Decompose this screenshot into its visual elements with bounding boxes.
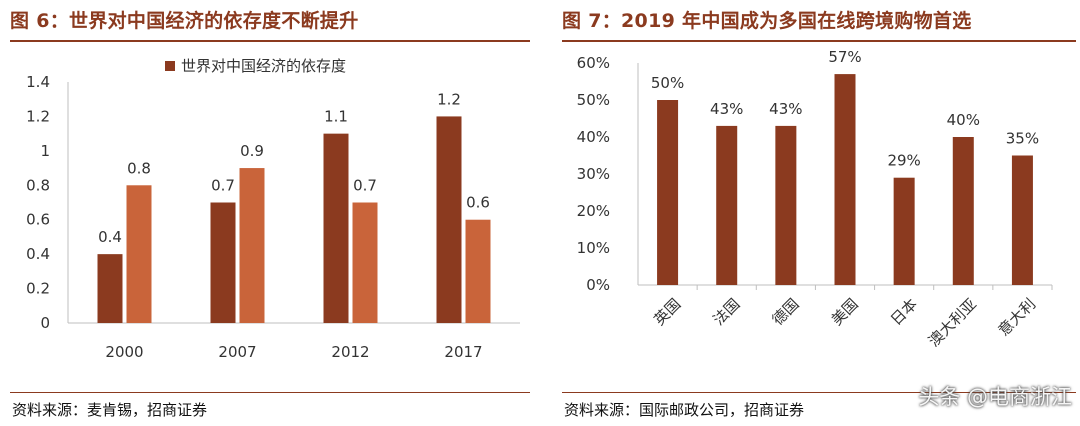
- online-shopping-chart: 0% 10% 20% 30% 40% 50% 60% 50% 英国 43% 法国 43% 德国 57% 美国…: [577, 48, 1053, 350]
- bar-value-label: 1.1: [324, 108, 348, 126]
- y-tick-label: 10%: [577, 239, 610, 257]
- bar-value-label: 50%: [651, 74, 684, 92]
- bar: [716, 125, 738, 286]
- bar-value-label: 29%: [887, 152, 920, 170]
- x-tick-label: 意大利: [995, 295, 1040, 340]
- y-tick-label: 0: [40, 314, 50, 332]
- bar: [893, 177, 915, 285]
- bar-value-label: 0.8: [127, 159, 151, 177]
- bar-value-label: 0.7: [211, 177, 235, 195]
- bar-dark: [323, 133, 349, 323]
- x-tick-label: 日本: [887, 295, 921, 329]
- bar-value-label: 57%: [828, 48, 861, 66]
- bar-value-label: 0.9: [240, 142, 264, 160]
- legend-swatch: [165, 61, 175, 71]
- y-tick-label: 50%: [577, 91, 610, 109]
- bar-light: [126, 185, 152, 323]
- bar-light: [352, 202, 378, 323]
- bar: [834, 74, 856, 285]
- y-tick-label: 30%: [577, 165, 610, 183]
- bar-value-label: 43%: [710, 100, 743, 118]
- bar: [775, 125, 797, 286]
- bar-dark: [97, 254, 123, 323]
- y-tick-label: 0.2: [26, 280, 50, 298]
- y-tick-label: 0.6: [26, 211, 50, 229]
- right-source-rule: [562, 392, 1076, 393]
- bar-value-label: 0.6: [466, 194, 490, 212]
- y-tick-label: 0.4: [26, 245, 50, 263]
- bar-light: [465, 219, 491, 323]
- x-tick-label: 美国: [828, 295, 862, 329]
- y-tick-label: 60%: [577, 54, 610, 72]
- right-title-rule: [562, 40, 1076, 42]
- y-tick-label: 20%: [577, 202, 610, 220]
- x-tick-label: 德国: [769, 295, 803, 329]
- left-source-note: 资料来源：麦肯锡，招商证券: [12, 401, 208, 419]
- y-tick-label: 1.2: [26, 107, 50, 125]
- y-tick-label: 0%: [586, 276, 610, 294]
- x-tick-label: 英国: [650, 295, 684, 329]
- x-tick-label: 2000: [105, 343, 143, 361]
- bar-light: [239, 168, 265, 323]
- bar-value-label: 0.4: [98, 228, 122, 246]
- bar-dark: [436, 116, 462, 323]
- bar: [1011, 155, 1033, 285]
- left-source-rule: [10, 392, 530, 393]
- bar-value-label: 40%: [947, 111, 980, 129]
- left-figure: 图 6：世界对中国经济的依存度不断提升 0 0.2 0.4 0.6 0.8 1 1.2 1.4…: [10, 10, 530, 419]
- y-tick-label: 0.8: [26, 176, 50, 194]
- watermark-text: 头条 @电商浙江: [918, 385, 1072, 409]
- y-tick-label: 1.4: [26, 73, 50, 91]
- y-tick-label: 40%: [577, 128, 610, 146]
- bar: [952, 137, 974, 285]
- bar: [657, 100, 679, 285]
- x-tick-label: 澳大利亚: [925, 295, 980, 350]
- bar-value-label: 35%: [1006, 130, 1039, 148]
- left-figure-title: 图 6：世界对中国经济的依存度不断提升: [10, 10, 359, 32]
- right-figure-title: 图 7：2019 年中国成为多国在线跨境购物首选: [562, 10, 972, 32]
- x-tick-label: 法国: [710, 295, 744, 329]
- x-tick-label: 2007: [218, 343, 256, 361]
- x-tick-label: 2012: [331, 343, 369, 361]
- right-figure: 图 7：2019 年中国成为多国在线跨境购物首选 0% 10% 20% 30% 40% 5…: [552, 0, 1080, 426]
- y-tick-label: 1: [40, 142, 50, 160]
- legend-label: 世界对中国经济的依存度: [181, 57, 346, 75]
- left-title-rule: [10, 40, 530, 42]
- bar-value-label: 0.7: [353, 177, 377, 195]
- world-dependency-chart: 0 0.2 0.4 0.6 0.8 1 1.2 1.4 2000 0.4 0.8 2007 0.7 0.9…: [26, 57, 520, 361]
- bar-value-label: 1.2: [437, 90, 461, 108]
- bar-value-label: 43%: [769, 100, 802, 118]
- right-source-note: 资料来源：国际邮政公司，招商证券: [564, 401, 805, 419]
- bar-dark: [210, 202, 236, 323]
- x-tick-label: 2017: [444, 343, 482, 361]
